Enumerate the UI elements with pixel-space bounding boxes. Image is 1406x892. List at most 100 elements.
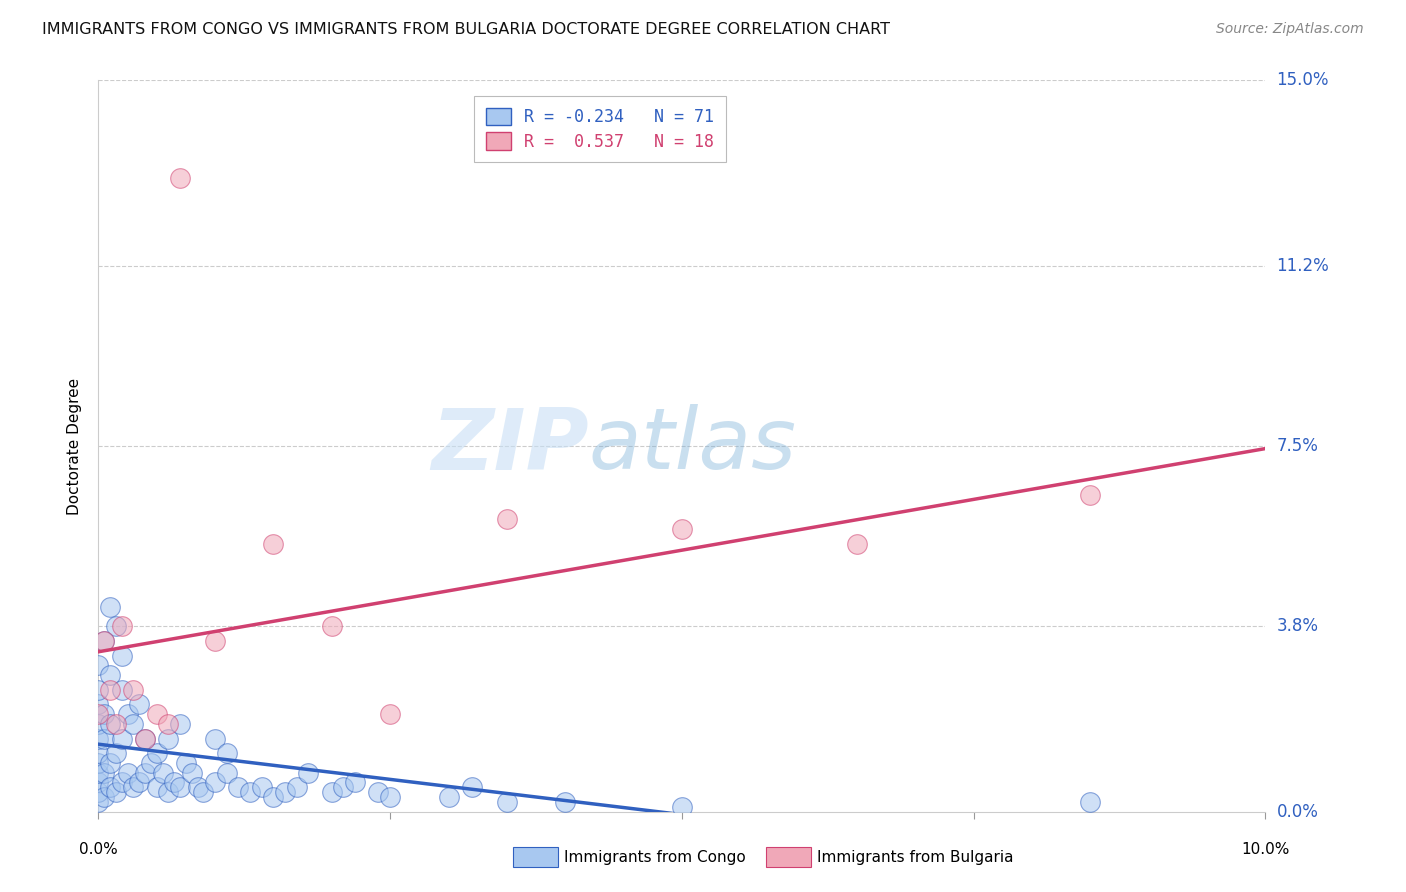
Point bbox=[671, 800, 693, 814]
Text: Immigrants from Bulgaria: Immigrants from Bulgaria bbox=[817, 850, 1014, 864]
Text: 3.8%: 3.8% bbox=[1277, 617, 1319, 635]
Point bbox=[111, 682, 134, 697]
Point bbox=[846, 536, 869, 550]
Text: Immigrants from Congo: Immigrants from Congo bbox=[564, 850, 745, 864]
Legend: R = -0.234   N = 71, R =  0.537   N = 18: R = -0.234 N = 71, R = 0.537 N = 18 bbox=[474, 96, 725, 162]
Point bbox=[111, 648, 134, 663]
Point bbox=[215, 765, 238, 780]
Text: 7.5%: 7.5% bbox=[1277, 437, 1319, 455]
Point bbox=[380, 707, 402, 722]
Point bbox=[321, 619, 343, 633]
Point bbox=[98, 780, 121, 795]
Point bbox=[128, 698, 150, 712]
Point bbox=[104, 746, 127, 760]
Point bbox=[204, 775, 226, 789]
Point bbox=[98, 599, 121, 614]
Point bbox=[297, 765, 319, 780]
Point bbox=[93, 707, 115, 722]
Point bbox=[169, 780, 191, 795]
Point bbox=[122, 682, 145, 697]
Text: 10.0%: 10.0% bbox=[1241, 842, 1289, 857]
Text: IMMIGRANTS FROM CONGO VS IMMIGRANTS FROM BULGARIA DOCTORATE DEGREE CORRELATION C: IMMIGRANTS FROM CONGO VS IMMIGRANTS FROM… bbox=[42, 22, 890, 37]
Point bbox=[87, 658, 110, 673]
Point bbox=[93, 634, 115, 648]
Point bbox=[285, 780, 308, 795]
Point bbox=[157, 785, 180, 799]
Point bbox=[1080, 488, 1102, 502]
Point bbox=[204, 731, 226, 746]
Point bbox=[437, 790, 460, 805]
Text: 15.0%: 15.0% bbox=[1277, 71, 1329, 89]
Point bbox=[169, 170, 191, 185]
Point bbox=[169, 717, 191, 731]
Point bbox=[87, 717, 110, 731]
Point bbox=[98, 717, 121, 731]
Point bbox=[87, 765, 110, 780]
Point bbox=[93, 634, 115, 648]
Point bbox=[104, 717, 127, 731]
Point bbox=[87, 731, 110, 746]
Point bbox=[93, 731, 115, 746]
Point bbox=[180, 765, 202, 780]
Point bbox=[367, 785, 389, 799]
Point bbox=[104, 785, 127, 799]
Point bbox=[146, 707, 169, 722]
Point bbox=[554, 795, 576, 809]
Point bbox=[117, 765, 139, 780]
Point bbox=[461, 780, 484, 795]
Point bbox=[380, 790, 402, 805]
Point bbox=[321, 785, 343, 799]
Point bbox=[496, 795, 519, 809]
Point bbox=[671, 522, 693, 536]
Point bbox=[496, 512, 519, 526]
Point bbox=[152, 765, 174, 780]
Text: Source: ZipAtlas.com: Source: ZipAtlas.com bbox=[1216, 22, 1364, 37]
Point bbox=[274, 785, 297, 799]
Text: ZIP: ZIP bbox=[430, 404, 589, 488]
Point bbox=[87, 707, 110, 722]
Point bbox=[157, 731, 180, 746]
Point bbox=[122, 780, 145, 795]
Point bbox=[263, 790, 285, 805]
Y-axis label: Doctorate Degree: Doctorate Degree bbox=[67, 377, 83, 515]
Point bbox=[117, 707, 139, 722]
Text: 11.2%: 11.2% bbox=[1277, 257, 1329, 275]
Point bbox=[215, 746, 238, 760]
Point bbox=[87, 795, 110, 809]
Point bbox=[187, 780, 209, 795]
Point bbox=[98, 756, 121, 770]
Point bbox=[174, 756, 197, 770]
Point bbox=[111, 619, 134, 633]
Point bbox=[122, 717, 145, 731]
Point bbox=[98, 668, 121, 682]
Point bbox=[139, 756, 162, 770]
Point bbox=[1080, 795, 1102, 809]
Point bbox=[193, 785, 215, 799]
Point bbox=[87, 698, 110, 712]
Point bbox=[250, 780, 273, 795]
Point bbox=[111, 731, 134, 746]
Text: 0.0%: 0.0% bbox=[1277, 803, 1319, 821]
Point bbox=[93, 790, 115, 805]
Point bbox=[87, 746, 110, 760]
Point bbox=[104, 619, 127, 633]
Point bbox=[87, 785, 110, 799]
Point bbox=[134, 731, 156, 746]
Text: atlas: atlas bbox=[589, 404, 797, 488]
Point bbox=[146, 780, 169, 795]
Point bbox=[146, 746, 169, 760]
Point bbox=[163, 775, 186, 789]
Point bbox=[332, 780, 354, 795]
Point bbox=[98, 682, 121, 697]
Point bbox=[204, 634, 226, 648]
Point bbox=[134, 731, 156, 746]
Point bbox=[93, 765, 115, 780]
Point bbox=[239, 785, 262, 799]
Point bbox=[87, 682, 110, 697]
Point bbox=[134, 765, 156, 780]
Point bbox=[344, 775, 367, 789]
Point bbox=[128, 775, 150, 789]
Point bbox=[87, 756, 110, 770]
Point bbox=[263, 536, 285, 550]
Text: 0.0%: 0.0% bbox=[79, 842, 118, 857]
